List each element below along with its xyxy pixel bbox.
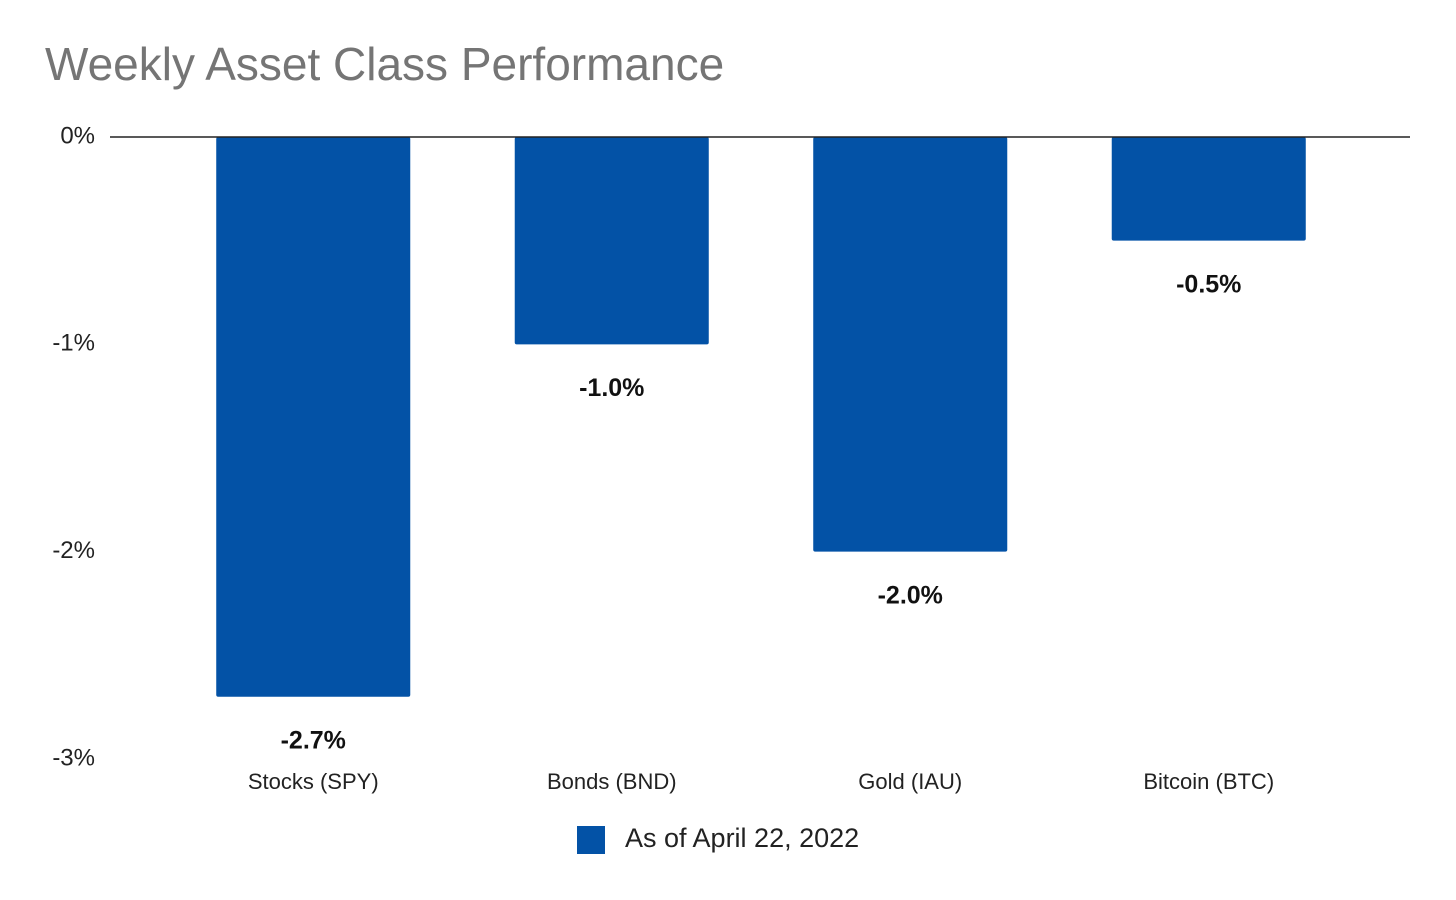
legend-label: As of April 22, 2022 bbox=[625, 823, 859, 853]
y-tick-label: -3% bbox=[52, 744, 95, 771]
bar bbox=[813, 137, 1008, 552]
x-tick-label: Stocks (SPY) bbox=[248, 769, 379, 794]
bar bbox=[514, 137, 709, 345]
data-label: -1.0% bbox=[579, 374, 644, 402]
bar bbox=[1111, 137, 1306, 241]
y-tick-label: 0% bbox=[60, 122, 95, 149]
bar bbox=[216, 137, 411, 697]
y-tick-label: -1% bbox=[52, 330, 95, 357]
legend-swatch bbox=[577, 826, 605, 854]
data-label: -0.5% bbox=[1176, 270, 1241, 298]
chart-title: Weekly Asset Class Performance bbox=[45, 38, 724, 90]
data-label: -2.7% bbox=[281, 726, 346, 754]
y-tick-label: -2% bbox=[52, 537, 95, 564]
x-tick-label: Gold (IAU) bbox=[858, 769, 962, 794]
x-tick-label: Bitcoin (BTC) bbox=[1143, 769, 1274, 794]
x-tick-label: Bonds (BND) bbox=[547, 769, 677, 794]
data-label: -2.0% bbox=[878, 581, 943, 609]
